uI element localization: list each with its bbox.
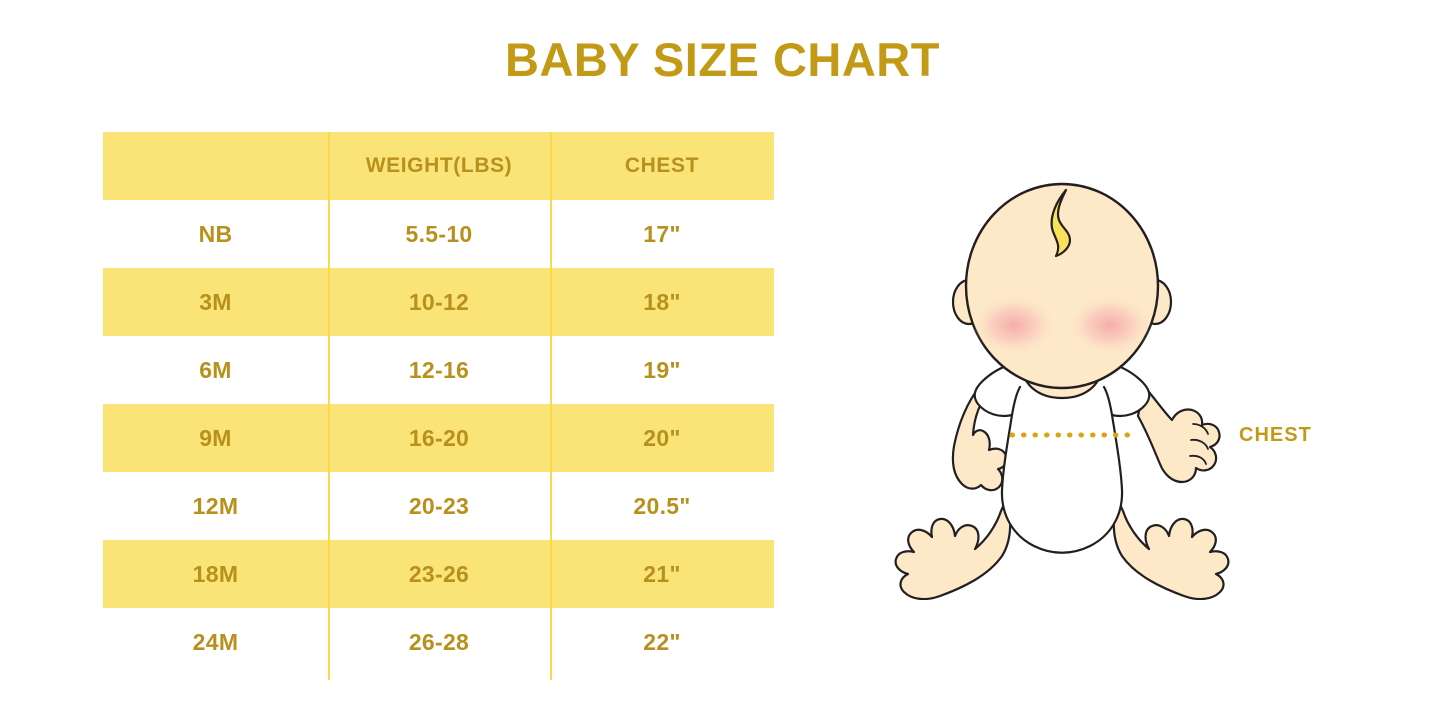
cell-size: 9M [199, 424, 232, 451]
column-header-weight: WEIGHT(LBS) [365, 154, 513, 177]
size-table: WEIGHT(LBS) CHEST NB 5.5-10 17" 3M 10-12… [103, 132, 774, 680]
table-row: 9M 16-20 20" [103, 404, 774, 472]
table-row: 18M 23-26 21" [103, 540, 774, 608]
baby-right-arm [1136, 384, 1221, 484]
cell-size: 3M [199, 288, 232, 315]
baby-left-arm [951, 384, 1008, 492]
cell-weight: 16-20 [408, 424, 470, 451]
table-row: 24M 26-28 22" [103, 608, 774, 676]
column-divider-2 [550, 132, 552, 680]
cell-chest: 20" [643, 424, 681, 451]
cell-weight: 5.5-10 [405, 220, 473, 247]
hair-curl-icon [1050, 188, 1072, 258]
cell-chest: 17" [643, 220, 681, 247]
table-row: 3M 10-12 18" [103, 268, 774, 336]
column-header-chest: CHEST [624, 154, 700, 177]
cell-chest: 22" [643, 628, 681, 655]
table-row: NB 5.5-10 17" [103, 200, 774, 268]
page-title: BABY SIZE CHART [505, 33, 940, 86]
cell-weight: 20-23 [408, 492, 470, 519]
baby-right-leg [1112, 496, 1230, 600]
cell-chest: 20.5" [633, 492, 691, 519]
baby-onesie [973, 354, 1151, 554]
cell-chest: 19" [643, 356, 681, 383]
cell-size: 6M [199, 356, 232, 383]
blush-right [1068, 295, 1152, 355]
cell-size: 18M [192, 560, 239, 587]
cell-chest: 21" [643, 560, 681, 587]
chest-measurement-label: CHEST [1239, 424, 1312, 446]
cell-weight: 10-12 [408, 288, 470, 315]
blush-left [972, 295, 1056, 355]
cell-weight: 26-28 [408, 628, 470, 655]
table-row: 12M 20-23 20.5" [103, 472, 774, 540]
cell-weight: 12-16 [408, 356, 470, 383]
cell-size: 12M [192, 492, 239, 519]
column-divider-1 [328, 132, 330, 680]
column-header-size [103, 132, 328, 200]
table-header-row: WEIGHT(LBS) CHEST [103, 132, 774, 200]
baby-illustration [894, 182, 1230, 600]
cell-size: 24M [192, 628, 239, 655]
table-row: 6M 12-16 19" [103, 336, 774, 404]
cell-weight: 23-26 [408, 560, 470, 587]
cell-size: NB [198, 220, 233, 247]
baby-head [964, 182, 1160, 390]
cell-chest: 18" [643, 288, 681, 315]
baby-left-leg [894, 496, 1012, 600]
